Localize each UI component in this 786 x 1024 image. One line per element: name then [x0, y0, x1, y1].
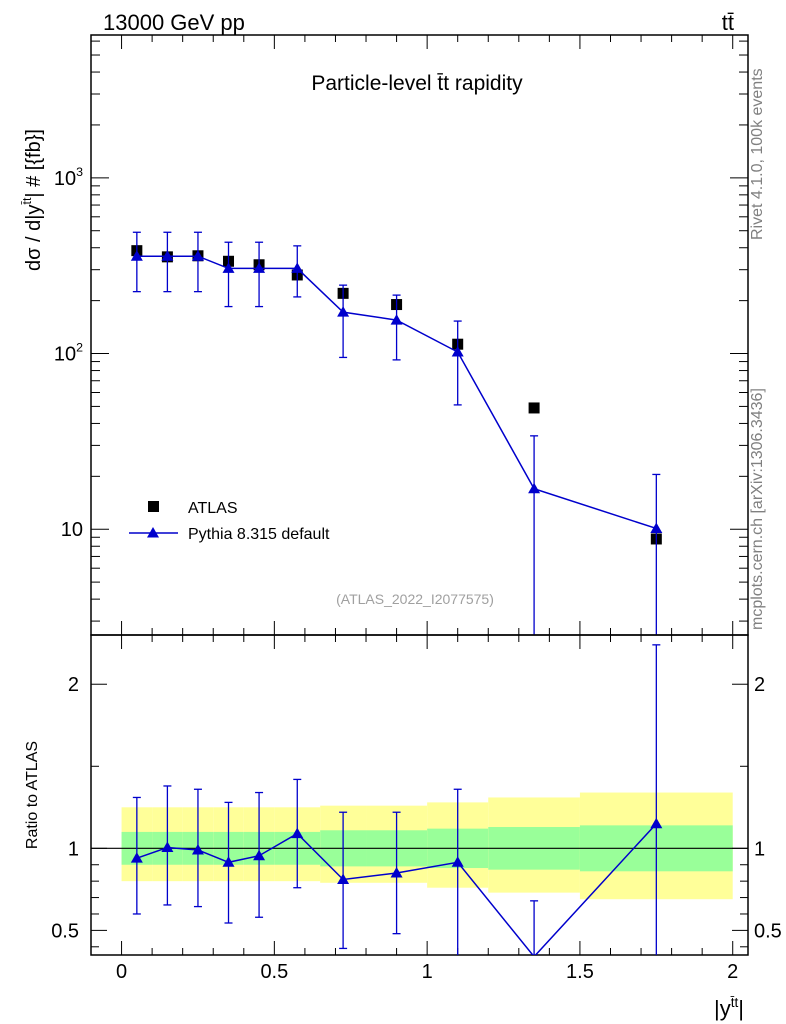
pythia-data-point — [191, 250, 204, 261]
ratio-series-group — [130, 644, 663, 955]
plot-title: Particle-level t̄t rapidity — [311, 72, 523, 95]
pythia-data-point — [451, 346, 464, 357]
pythia-data-point — [390, 314, 403, 325]
y-tick-label: 10 — [61, 519, 83, 541]
y-tick-label-right: 1 — [754, 838, 765, 860]
x-tick-label: 2 — [727, 961, 738, 983]
source-label: mcplots.cern.ch [arXiv:1306.3436] — [749, 388, 766, 630]
pythia-data-point — [161, 250, 174, 261]
main-panel: 10 102 103 dσ / d|yt̄t| # [{fb}] — [20, 34, 749, 636]
legend-pythia-marker — [147, 527, 159, 538]
pythia-ratio-point — [222, 856, 235, 867]
pythia-data-point — [650, 522, 663, 533]
beam-energy-label: 13000 GeV pp — [103, 10, 245, 35]
legend-pythia-label: Pythia 8.315 default — [188, 526, 330, 543]
x-axis-title: |yt̄t| — [714, 995, 744, 1021]
y-tick-label: 1 — [68, 838, 79, 860]
legend: ATLAS Pythia 8.315 default — [129, 500, 330, 543]
pythia-data-point — [130, 250, 143, 261]
x-tick-label: 0.5 — [260, 961, 288, 983]
y-tick-label-right: 2 — [754, 674, 765, 696]
pythia-data-point — [337, 306, 350, 317]
pythia-data-point — [291, 262, 304, 273]
pythia-ratio-point — [337, 873, 350, 885]
pythia-data-point — [253, 262, 266, 273]
pythia-ratio-point — [253, 849, 266, 861]
x-tick-label: 1 — [422, 961, 433, 983]
pythia-data-point — [222, 262, 235, 273]
legend-atlas-marker — [148, 501, 159, 512]
pythia-ratio-point — [191, 843, 204, 855]
y-tick-label-right: 0.5 — [754, 920, 782, 942]
y-tick-label: 102 — [54, 341, 83, 366]
ratio-frame — [90, 634, 749, 956]
pythia-ratio-point — [130, 852, 143, 863]
pythia-ratio-point — [390, 866, 403, 878]
rivet-version-label: Rivet 4.1.0, 100k events — [749, 68, 766, 240]
y-tick-label: 2 — [68, 674, 79, 696]
analysis-id-label: (ATLAS_2022_I2077575) — [336, 591, 494, 607]
x-tick-label: 0 — [116, 961, 127, 983]
y-axis-title: dσ / d|yt̄t| # [{fb}] — [20, 129, 45, 271]
pythia-ratio-point — [650, 817, 663, 829]
ratio-panel: 0 0.5 1 1.5 2 0.5 0.5 1 1 2 2 Ratio to ATLAS |yt̄t| — [24, 634, 782, 1021]
x-tick-label: 1.5 — [566, 961, 594, 983]
atlas-data-point — [528, 402, 540, 414]
pythia-ratio-point — [161, 841, 174, 853]
pythia-ratio-point — [291, 827, 304, 839]
y-tick-label: 0.5 — [51, 920, 79, 942]
y-tick-label: 103 — [54, 165, 83, 190]
pythia-data-point — [528, 482, 541, 494]
main-frame — [90, 34, 749, 636]
legend-atlas-label: ATLAS — [188, 500, 238, 517]
process-label: tt̄ — [722, 10, 734, 35]
ratio-axis-title: Ratio to ATLAS — [24, 741, 41, 849]
pythia-ratio-point — [451, 856, 464, 867]
